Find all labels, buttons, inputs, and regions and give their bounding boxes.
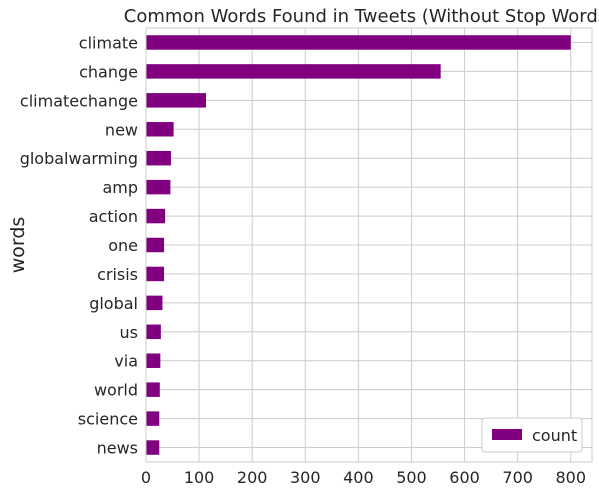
legend-box bbox=[481, 417, 583, 453]
y-tick-label: news bbox=[97, 439, 138, 458]
bar-new bbox=[146, 122, 174, 137]
bar-us bbox=[146, 324, 161, 340]
bar-via bbox=[146, 353, 161, 368]
bar-news bbox=[146, 440, 160, 455]
grid bbox=[145, 28, 592, 462]
bar-climatechange bbox=[146, 93, 206, 108]
y-tick-label: change bbox=[79, 62, 138, 81]
bar-change bbox=[146, 64, 441, 79]
y-tick-label: one bbox=[108, 236, 138, 255]
bars bbox=[146, 35, 571, 455]
bar-world bbox=[146, 382, 160, 397]
x-tick-label: 0 bbox=[141, 468, 151, 487]
x-tick-label: 200 bbox=[237, 468, 268, 487]
x-tick-labels: 0 100 200 300 400 500 600 700 800 bbox=[141, 468, 586, 487]
x-tick-label: 100 bbox=[184, 468, 215, 487]
x-tick-label: 800 bbox=[555, 468, 586, 487]
y-axis-title: words bbox=[7, 217, 29, 274]
bar-globalwarming bbox=[146, 150, 171, 166]
y-tick-labels: climatechangeclimatechangenewglobalwarmi… bbox=[20, 33, 138, 457]
x-tick-label: 400 bbox=[343, 468, 374, 487]
y-tick-label: world bbox=[94, 381, 138, 400]
y-tick-label: amp bbox=[102, 178, 138, 197]
bar-global bbox=[146, 295, 163, 311]
y-tick-label: climate bbox=[79, 33, 138, 52]
chart-title: Common Words Found in Tweets (Without St… bbox=[124, 6, 599, 27]
y-tick-label: science bbox=[78, 410, 138, 429]
y-tick-label: climatechange bbox=[20, 91, 138, 110]
bar-action bbox=[146, 208, 166, 224]
legend-label: count bbox=[532, 426, 577, 445]
y-tick-label: crisis bbox=[97, 265, 138, 284]
legend-swatch bbox=[492, 429, 522, 440]
y-tick-label: us bbox=[120, 323, 138, 342]
x-tick-label: 700 bbox=[502, 468, 533, 487]
bar-science bbox=[146, 411, 160, 426]
x-tick-label: 500 bbox=[396, 468, 427, 487]
x-tick-label: 300 bbox=[290, 468, 321, 487]
plot-border bbox=[145, 27, 593, 463]
bar-climate bbox=[146, 35, 571, 50]
y-tick-label: globalwarming bbox=[20, 149, 138, 168]
plot-frame bbox=[145, 27, 593, 463]
bar-crisis bbox=[146, 266, 165, 282]
legend: count bbox=[481, 417, 583, 453]
y-tick-label: new bbox=[105, 120, 138, 139]
bar-one bbox=[146, 237, 165, 253]
y-tick-label: action bbox=[89, 207, 138, 226]
y-tick-label: global bbox=[89, 294, 138, 313]
y-tick-label: via bbox=[114, 352, 138, 371]
x-tick-label: 600 bbox=[449, 468, 480, 487]
bar-amp bbox=[146, 179, 171, 195]
